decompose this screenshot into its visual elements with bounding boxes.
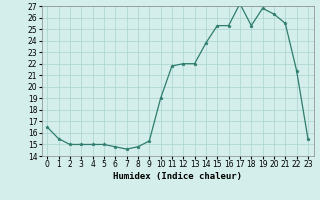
X-axis label: Humidex (Indice chaleur): Humidex (Indice chaleur) — [113, 172, 242, 181]
